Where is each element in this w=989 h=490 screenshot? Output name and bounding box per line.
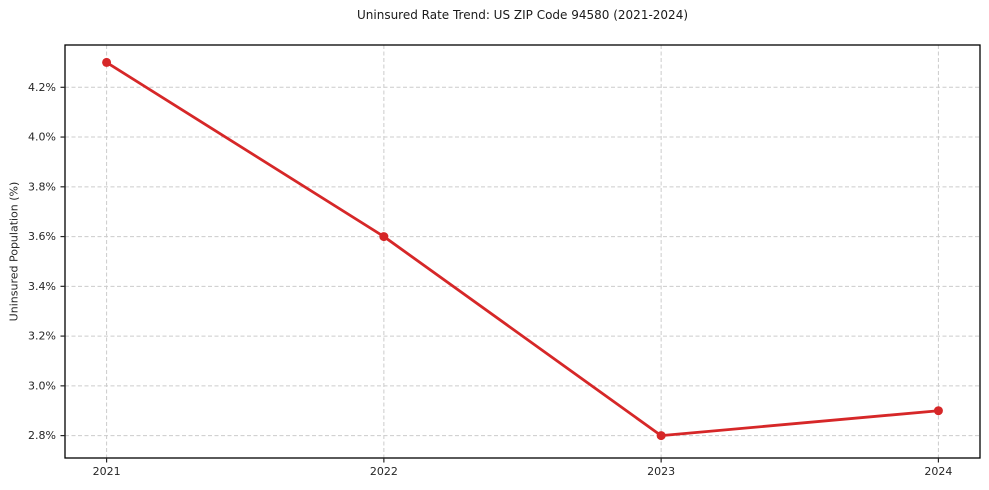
x-tick-label: 2021	[93, 465, 121, 478]
data-point-marker	[933, 406, 943, 416]
y-tick-label: 3.4%	[28, 280, 56, 293]
y-tick-label: 3.8%	[28, 180, 56, 193]
x-tick-label: 2022	[370, 465, 398, 478]
data-point-marker	[102, 57, 112, 67]
y-tick-label: 3.6%	[28, 230, 56, 243]
y-tick-label: 4.0%	[28, 131, 56, 144]
y-tick-label: 2.8%	[28, 429, 56, 442]
x-tick-label: 2024	[924, 465, 952, 478]
data-point-marker	[379, 232, 389, 242]
data-point-marker	[656, 431, 666, 441]
x-tick-label: 2023	[647, 465, 675, 478]
plot-border	[64, 44, 981, 459]
y-tick-label: 3.2%	[28, 330, 56, 343]
y-tick-label: 4.2%	[28, 81, 56, 94]
chart-title: Uninsured Rate Trend: US ZIP Code 94580 …	[356, 8, 689, 22]
y-tick-label: 3.0%	[28, 379, 56, 392]
trend-line	[105, 61, 940, 438]
